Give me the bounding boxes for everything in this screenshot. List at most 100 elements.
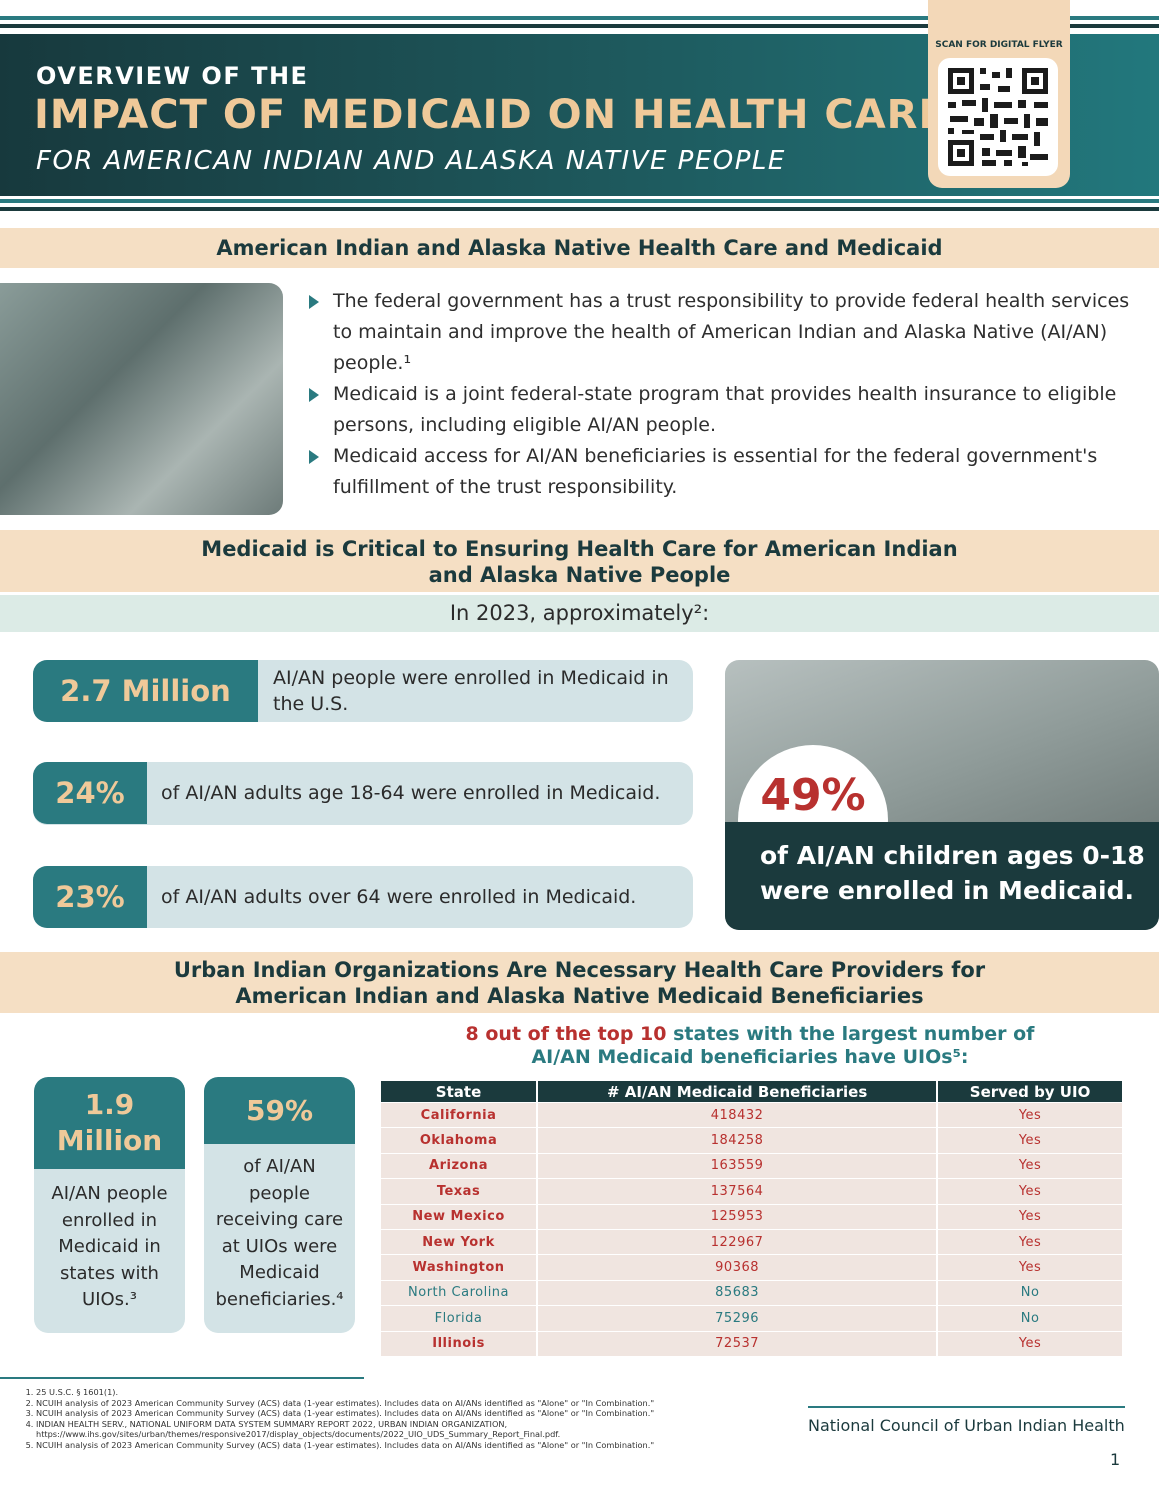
state: New York: [381, 1229, 539, 1255]
header-subtitle: FOR AMERICAN INDIAN AND ALASKA NATIVE PE…: [36, 146, 786, 176]
heading-line: Urban Indian Organizations Are Necessary…: [173, 958, 986, 982]
stripe: [0, 207, 1159, 211]
highlight-text: of AI/AN children ages 0-18 were enrolle…: [760, 841, 1145, 905]
footnote: INDIAN HEALTH SERV., NATIONAL UNIFORM DA…: [36, 1419, 802, 1440]
highlight-panel: [725, 822, 1159, 930]
page-number: 1: [1110, 1450, 1121, 1469]
bullet: Medicaid is a joint federal-state progra…: [305, 379, 1135, 441]
beneficiaries: 75296: [538, 1306, 939, 1331]
table-row: California 418432 Yes: [381, 1103, 1122, 1128]
beneficiaries: 122967: [538, 1229, 939, 1255]
state: Florida: [381, 1306, 539, 1331]
stripe: [0, 16, 1159, 20]
intro-bar: In 2023, approximately²:: [0, 595, 1159, 632]
footnote: NCUIH analysis of 2023 American Communit…: [36, 1398, 802, 1409]
footnote-rule: [0, 1377, 364, 1379]
table-row: New Mexico 125953 Yes: [381, 1204, 1122, 1229]
section-heading: American Indian and Alaska Native Health…: [0, 228, 1159, 268]
section-heading: Medicaid is Critical to Ensuring Health …: [0, 530, 1159, 592]
served-by-uio: Yes: [938, 1331, 1122, 1356]
stat-card: 59% of AI/AN people receiving care at UI…: [204, 1077, 355, 1333]
card-value: 1.9 Million: [34, 1077, 185, 1169]
beneficiaries: 72537: [538, 1331, 939, 1356]
table-header: State # AI/AN Medicaid Beneficiaries Serve…: [381, 1081, 1122, 1102]
card-value: 59%: [204, 1077, 355, 1144]
card-text: of AI/AN people receiving care at UIOs w…: [215, 1156, 344, 1310]
stat-text: of AI/AN adults age 18-64 were enrolled …: [161, 782, 661, 804]
table-row: Illinois 72537 Yes: [381, 1331, 1122, 1356]
footnotes: 25 U.S.C. § 1601(1).NCUIH analysis of 20…: [22, 1387, 802, 1450]
stripe: [0, 199, 1159, 203]
beneficiaries: 90368: [538, 1255, 939, 1280]
header-line: OVERVIEW OF THE: [36, 62, 309, 90]
stat-text: of AI/AN adults over 64 were enrolled in…: [161, 886, 637, 908]
beneficiaries: 184258: [538, 1128, 939, 1153]
table-row: North Carolina 85683 No: [381, 1280, 1122, 1306]
beneficiaries: 418432: [538, 1103, 939, 1128]
served-by-uio: Yes: [938, 1179, 1122, 1204]
stat-value: 23%: [33, 866, 147, 928]
stat-value: 2.7 Million: [33, 660, 258, 722]
served-by-uio: Yes: [938, 1128, 1122, 1153]
organization: National Council of Urban Indian Health: [808, 1416, 1125, 1435]
bullet: Medicaid access for AI/AN beneficiaries …: [305, 441, 1135, 503]
bullet-list: The federal government has a trust respo…: [305, 286, 1135, 503]
served-by-uio: No: [938, 1280, 1122, 1306]
section-heading: Urban Indian Organizations Are Necessary…: [0, 952, 1159, 1013]
table-title-rest: states with the largest number of AI/AN …: [531, 1023, 1035, 1068]
table-row: New York 122967 Yes: [381, 1229, 1122, 1255]
table-row: Washington 90368 Yes: [381, 1255, 1122, 1280]
served-by-uio: Yes: [938, 1153, 1122, 1179]
stat-pill: 23% of AI/AN adults over 64 were enrolle…: [33, 866, 693, 928]
column-header: Served by UIO: [938, 1081, 1122, 1102]
header-title: IMPACT OF MEDICAID ON HEALTH CARE: [34, 92, 947, 138]
photo-mother-child: [0, 283, 283, 515]
stat-card: 1.9 Million AI/AN people enrolled in Med…: [34, 1077, 185, 1333]
state: Texas: [381, 1179, 539, 1204]
state: Arizona: [381, 1153, 539, 1179]
stat-value: 24%: [33, 762, 147, 824]
column-header: State: [381, 1081, 539, 1102]
highlight-value: 49%: [760, 770, 866, 821]
table-row: Arizona 163559 Yes: [381, 1153, 1122, 1179]
state: California: [381, 1103, 539, 1128]
footnote: NCUIH analysis of 2023 American Communit…: [36, 1440, 802, 1451]
card-text: AI/AN people enrolled in Medicaid in sta…: [51, 1183, 168, 1310]
stat-pill: 2.7 Million AI/AN people were enrolled i…: [33, 660, 693, 722]
beneficiaries: 85683: [538, 1280, 939, 1306]
state: New Mexico: [381, 1204, 539, 1229]
beneficiaries: 125953: [538, 1204, 939, 1229]
state: Washington: [381, 1255, 539, 1280]
state-table: State # AI/AN Medicaid Beneficiaries Serve…: [381, 1080, 1122, 1357]
table-title-highlight: 8 out of the top 10: [465, 1023, 667, 1045]
table-title: 8 out of the top 10 states with the larg…: [440, 1023, 1060, 1069]
qr-code[interactable]: [938, 58, 1058, 176]
heading-line: American Indian and Alaska Native Medica…: [235, 984, 924, 1008]
state: Oklahoma: [381, 1128, 539, 1153]
served-by-uio: Yes: [938, 1103, 1122, 1128]
column-header: # AI/AN Medicaid Beneficiaries: [538, 1081, 939, 1102]
bullet: The federal government has a trust respo…: [305, 286, 1135, 379]
state: Illinois: [381, 1331, 539, 1356]
state: North Carolina: [381, 1280, 539, 1306]
heading-line: and Alaska Native People: [428, 563, 731, 587]
served-by-uio: No: [938, 1306, 1122, 1331]
stat-text: AI/AN people were enrolled in Medicaid i…: [273, 667, 669, 715]
served-by-uio: Yes: [938, 1204, 1122, 1229]
beneficiaries: 137564: [538, 1179, 939, 1204]
qr-label: SCAN FOR DIGITAL FLYER: [935, 40, 1063, 50]
table-row: Oklahoma 184258 Yes: [381, 1128, 1122, 1153]
table-row: Florida 75296 No: [381, 1306, 1122, 1331]
heading-line: Medicaid is Critical to Ensuring Health …: [201, 537, 958, 561]
footer-rule: [808, 1406, 1125, 1408]
qr-pattern: [948, 68, 1048, 166]
beneficiaries: 163559: [538, 1153, 939, 1179]
served-by-uio: Yes: [938, 1255, 1122, 1280]
served-by-uio: Yes: [938, 1229, 1122, 1255]
table-row: Texas 137564 Yes: [381, 1179, 1122, 1204]
footnote: NCUIH analysis of 2023 American Communit…: [36, 1408, 802, 1419]
footnote: 25 U.S.C. § 1601(1).: [36, 1387, 802, 1398]
table-body: California 418432 Yes Oklahoma 184258 Yes Ariz…: [381, 1103, 1122, 1356]
